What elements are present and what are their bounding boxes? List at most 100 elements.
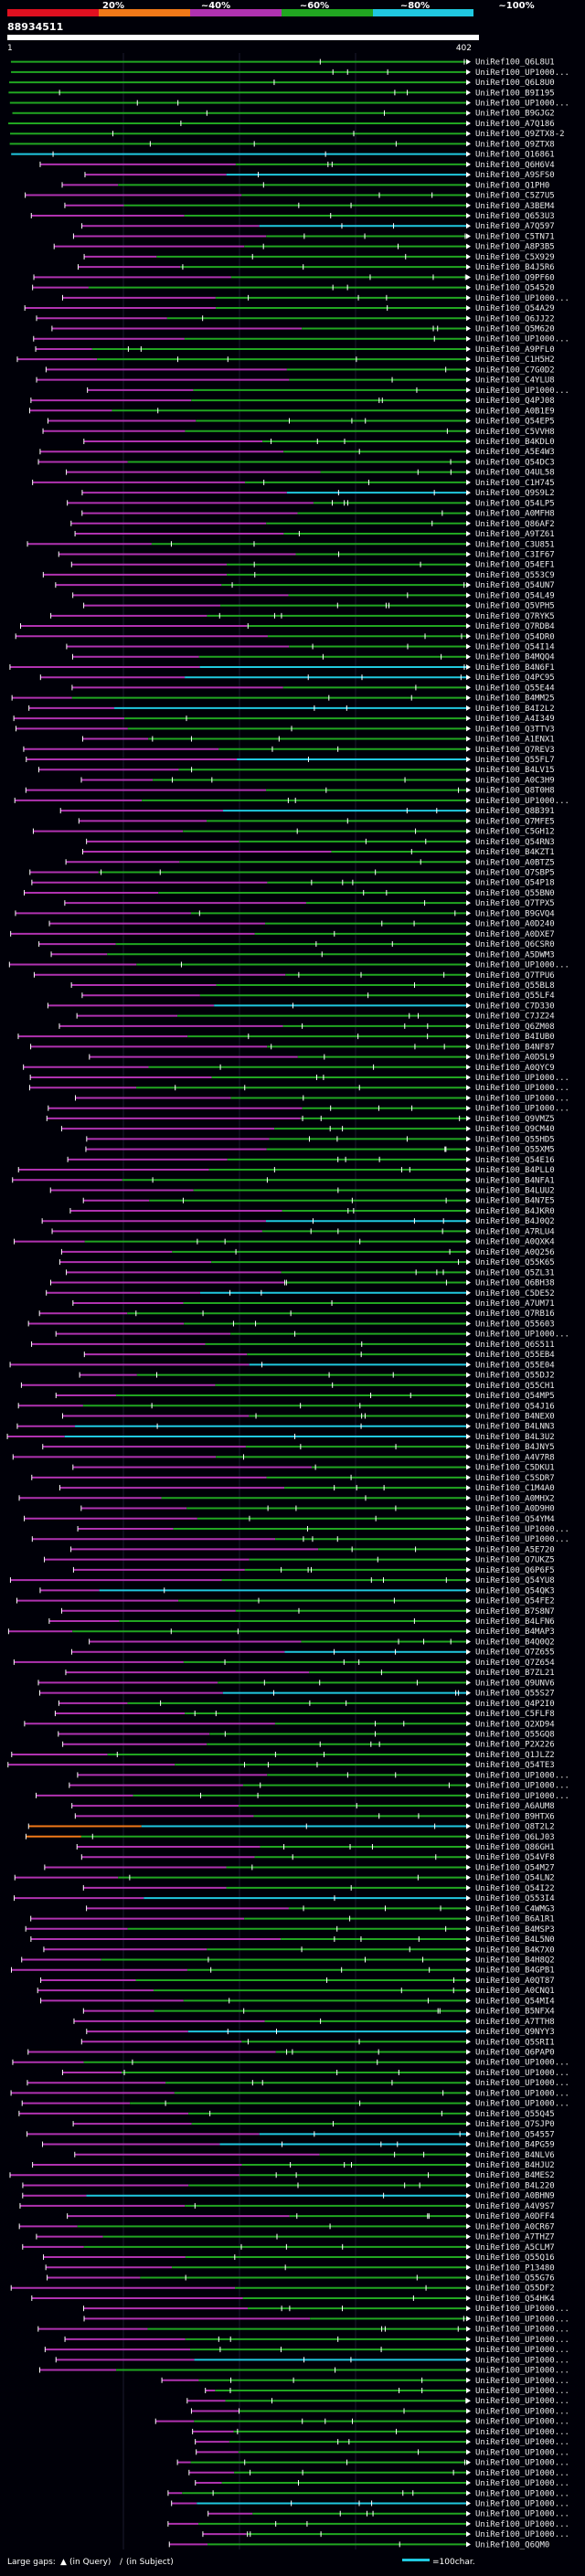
- hit-label[interactable]: UniRef100_B4N6F1: [475, 663, 555, 673]
- hit-label[interactable]: UniRef100_B4J0Q2: [475, 1217, 555, 1226]
- hit-label[interactable]: UniRef100_C7JZ24: [475, 1012, 555, 1022]
- hit-label[interactable]: UniRef100_UP1000...: [475, 2520, 569, 2529]
- hit-label[interactable]: UniRef100_Q9CM40: [475, 1125, 555, 1134]
- hit-label[interactable]: UniRef100_Q54I14: [475, 643, 555, 652]
- hit-label[interactable]: UniRef100_Q5SRI1: [475, 2038, 555, 2047]
- hit-label[interactable]: UniRef100_UP1000...: [475, 2397, 569, 2406]
- hit-label[interactable]: UniRef100_C5Z7U5: [475, 192, 555, 201]
- hit-label[interactable]: UniRef100_A5DWM3: [475, 950, 555, 959]
- hit-label[interactable]: UniRef100_Q54L49: [475, 591, 555, 600]
- hit-label[interactable]: UniRef100_UP1000...: [475, 1074, 569, 1083]
- hit-label[interactable]: UniRef100_Q54TE3: [475, 1761, 555, 1770]
- hit-label[interactable]: UniRef100_Q55K65: [475, 1258, 555, 1267]
- hit-label[interactable]: UniRef100_Q9UNV6: [475, 1679, 555, 1688]
- hit-label[interactable]: UniRef100_Q55Q16: [475, 2253, 555, 2263]
- hit-label[interactable]: UniRef100_B4GPB1: [475, 1966, 555, 1976]
- hit-label[interactable]: UniRef100_A7Q186: [475, 120, 555, 129]
- hit-label[interactable]: UniRef100_Q55XM5: [475, 1146, 555, 1155]
- hit-label[interactable]: UniRef100_Q7SJP0: [475, 2120, 555, 2129]
- hit-label[interactable]: UniRef100_A6AUM8: [475, 1802, 555, 1811]
- hit-label[interactable]: UniRef100_UP1000...: [475, 2069, 569, 2078]
- hit-label[interactable]: UniRef100_UP1000...: [475, 2428, 569, 2437]
- hit-label[interactable]: UniRef100_B4NLV6: [475, 2151, 555, 2160]
- hit-label[interactable]: UniRef100_B4LFN6: [475, 1617, 555, 1627]
- hit-label[interactable]: UniRef100_Q54LP5: [475, 499, 555, 508]
- hit-label[interactable]: UniRef100_A0CNQ1: [475, 1987, 555, 1996]
- hit-label[interactable]: UniRef100_A7TTH8: [475, 2018, 555, 2027]
- hit-label[interactable]: UniRef100_UP1000...: [475, 2079, 569, 2088]
- hit-label[interactable]: UniRef100_Q653U3: [475, 212, 555, 221]
- hit-label[interactable]: UniRef100_UP1000...: [475, 961, 569, 970]
- hit-label[interactable]: UniRef100_Q55Q45: [475, 2110, 555, 2119]
- hit-label[interactable]: UniRef100_UP1000...: [475, 335, 569, 345]
- hit-label[interactable]: UniRef100_A9SFS0: [475, 171, 555, 180]
- hit-label[interactable]: UniRef100_Q86GH1: [475, 1843, 555, 1852]
- hit-label[interactable]: UniRef100_Q55G76: [475, 2274, 555, 2284]
- hit-label[interactable]: UniRef100_B4I2L2: [475, 705, 555, 714]
- hit-label[interactable]: UniRef100_UP1000...: [475, 2418, 569, 2427]
- hit-label[interactable]: UniRef100_UP1000...: [475, 2459, 569, 2468]
- hit-label[interactable]: UniRef100_Q5ZL31: [475, 1268, 555, 1277]
- hit-label[interactable]: UniRef100_Q54UN7: [475, 581, 555, 590]
- hit-label[interactable]: UniRef100_UP1000...: [475, 2479, 569, 2488]
- hit-label[interactable]: UniRef100_Q6JJ22: [475, 314, 555, 323]
- hit-label[interactable]: UniRef100_Q4PC95: [475, 673, 555, 683]
- hit-label[interactable]: UniRef100_UP1000...: [475, 2326, 569, 2335]
- hit-label[interactable]: UniRef100_A3BEM4: [475, 202, 555, 211]
- hit-label[interactable]: UniRef100_Q6BH38: [475, 1279, 555, 1288]
- hit-label[interactable]: UniRef100_UP1000...: [475, 387, 569, 396]
- hit-label[interactable]: UniRef100_A7THZ7: [475, 2233, 555, 2242]
- hit-label[interactable]: UniRef100_Q1PH0: [475, 181, 549, 190]
- hit-label[interactable]: UniRef100_A0MHX2: [475, 1494, 555, 1503]
- hit-label[interactable]: UniRef100_B4MES2: [475, 2171, 555, 2180]
- hit-label[interactable]: UniRef100_UP1000...: [475, 1105, 569, 1114]
- hit-label[interactable]: UniRef100_Q55E44: [475, 684, 555, 693]
- hit-label[interactable]: UniRef100_UP1000...: [475, 2469, 569, 2478]
- hit-label[interactable]: UniRef100_B4Q0Q2: [475, 1638, 555, 1647]
- hit-label[interactable]: UniRef100_Q9S9L2: [475, 489, 555, 498]
- hit-label[interactable]: UniRef100_Q54MI4: [475, 1997, 555, 2006]
- hit-label[interactable]: UniRef100_Q54MP5: [475, 1392, 555, 1401]
- hit-label[interactable]: UniRef100_Q9NYY3: [475, 2028, 555, 2037]
- hit-label[interactable]: UniRef100_Q54YU8: [475, 1576, 555, 1585]
- hit-label[interactable]: UniRef100_A9PFL0: [475, 345, 555, 355]
- hit-label[interactable]: UniRef100_UP1000...: [475, 2407, 569, 2416]
- hit-label[interactable]: UniRef100_Q55LF4: [475, 991, 555, 1001]
- hit-label[interactable]: UniRef100_B4MSP3: [475, 1925, 555, 1935]
- hit-label[interactable]: UniRef100_Q7TPU6: [475, 971, 555, 981]
- hit-label[interactable]: UniRef100_Q9VMZ5: [475, 1115, 555, 1124]
- hit-label[interactable]: UniRef100_B4KDL0: [475, 438, 555, 447]
- hit-label[interactable]: UniRef100_UP1000...: [475, 1792, 569, 1801]
- hit-label[interactable]: UniRef100_Q6S511: [475, 1341, 555, 1350]
- hit-label[interactable]: UniRef100_Q54DC3: [475, 458, 555, 467]
- hit-label[interactable]: UniRef100_Q7REV3: [475, 746, 555, 755]
- hit-label[interactable]: UniRef100_B4L5N0: [475, 1935, 555, 1945]
- hit-label[interactable]: UniRef100_Q8T0H8: [475, 787, 555, 796]
- hit-label[interactable]: UniRef100_Q9PF60: [475, 273, 555, 282]
- hit-label[interactable]: UniRef100_UP1000...: [475, 2489, 569, 2498]
- hit-label[interactable]: UniRef100_C5SDR7: [475, 1474, 555, 1483]
- hit-label[interactable]: UniRef100_UP1000...: [475, 2510, 569, 2519]
- hit-label[interactable]: UniRef100_A7UM71: [475, 1299, 555, 1309]
- hit-label[interactable]: UniRef100_B4MQQ4: [475, 653, 555, 663]
- hit-label[interactable]: UniRef100_C1M4A0: [475, 1484, 555, 1493]
- hit-label[interactable]: UniRef100_Q7TPX5: [475, 899, 555, 908]
- hit-label[interactable]: UniRef100_Q54E16: [475, 1156, 555, 1165]
- hit-label[interactable]: UniRef100_Q7Z654: [475, 1659, 555, 1668]
- hit-label[interactable]: UniRef100_B4IUB0: [475, 1033, 555, 1042]
- hit-label[interactable]: UniRef100_Q54RN3: [475, 838, 555, 847]
- hit-label[interactable]: UniRef100_Q7UKZ5: [475, 1556, 555, 1565]
- hit-label[interactable]: UniRef100_Q7RDB4: [475, 622, 555, 631]
- hit-label[interactable]: UniRef100_C4YLU8: [475, 376, 555, 386]
- hit-label[interactable]: UniRef100_B9HTX6: [475, 1812, 555, 1821]
- hit-label[interactable]: UniRef100_A0MFH8: [475, 510, 555, 519]
- hit-label[interactable]: UniRef100_A5E4W3: [475, 448, 555, 457]
- hit-label[interactable]: UniRef100_Q553C9: [475, 571, 555, 580]
- hit-label[interactable]: UniRef100_Q54HK4: [475, 2295, 555, 2304]
- hit-label[interactable]: UniRef100_B4JNY5: [475, 1443, 555, 1452]
- hit-label[interactable]: UniRef100_Q9ZTX8: [475, 140, 555, 149]
- hit-label[interactable]: UniRef100_UP1000...: [475, 2530, 569, 2539]
- hit-label[interactable]: UniRef100_P2X226: [475, 1741, 555, 1750]
- hit-label[interactable]: UniRef100_Q86AF2: [475, 520, 555, 529]
- hit-label[interactable]: UniRef100_UP1000...: [475, 1330, 569, 1340]
